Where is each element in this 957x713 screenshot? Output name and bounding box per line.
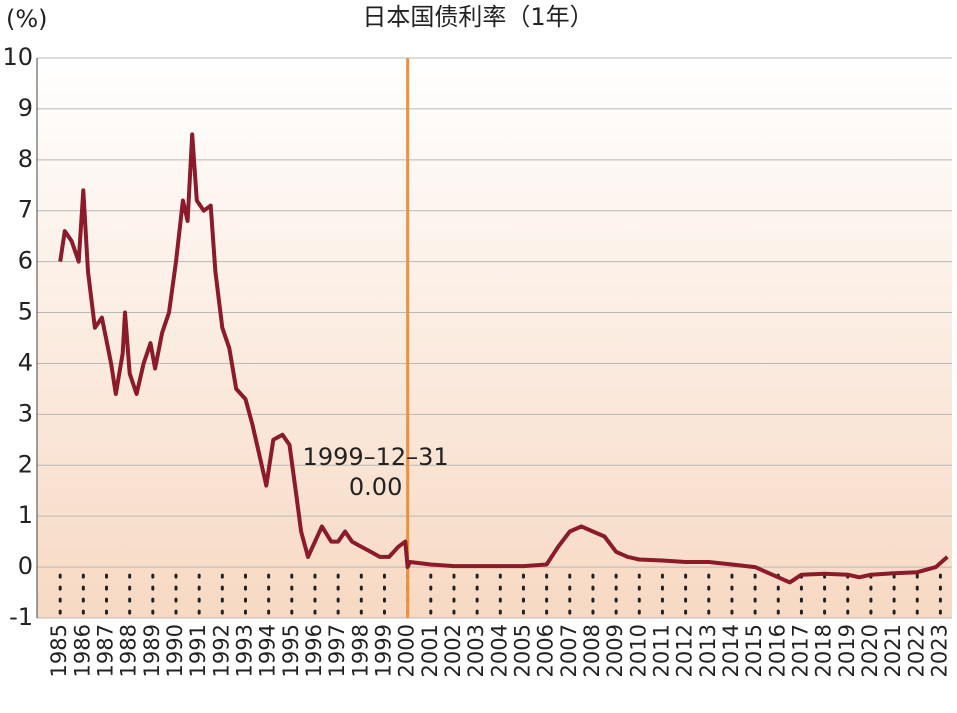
x-tick-label: 2005 (510, 624, 534, 677)
x-tick-label: 2006 (534, 624, 558, 677)
x-tick-label: 2017 (788, 624, 812, 677)
x-tick-label: 1988 (117, 624, 141, 677)
x-tick-label: 2012 (673, 624, 697, 677)
x-tick-label: 1991 (186, 624, 210, 677)
x-tick-label: 2001 (418, 624, 442, 677)
x-tick-label: 1992 (209, 624, 233, 677)
y-tick-label: 3 (18, 399, 33, 427)
x-tick-label: 2019 (835, 624, 859, 677)
x-tick-label: 2010 (626, 624, 650, 677)
x-tick-label: 2009 (603, 624, 627, 677)
x-tick-label: 2000 (395, 624, 419, 677)
x-tick-label: 2015 (742, 624, 766, 677)
x-tick-label: 1996 (302, 624, 326, 677)
x-tick-label: 1999 (371, 624, 395, 677)
annotation-value: 0.00 (349, 473, 402, 501)
plot-area (37, 58, 952, 618)
x-tick-label: 1995 (279, 624, 303, 677)
x-tick-label: 2007 (557, 624, 581, 677)
x-tick-label: 1998 (348, 624, 372, 677)
y-tick-label: 1 (18, 501, 33, 529)
y-tick-label: -1 (9, 603, 33, 631)
y-tick-label: 9 (18, 94, 33, 122)
y-tick-label: 4 (18, 348, 33, 376)
x-tick-label: 2003 (464, 624, 488, 677)
x-tick-label: 1985 (47, 624, 71, 677)
y-tick-label: 0 (18, 552, 33, 580)
data-line (58, 132, 949, 585)
x-tick-label: 1989 (140, 624, 164, 677)
x-tick-label: 2011 (649, 624, 673, 677)
y-tick-label: 5 (18, 298, 33, 326)
x-tick-label: 2023 (927, 624, 951, 677)
x-tick-label: 2016 (765, 624, 789, 677)
x-tick-label: 2013 (696, 624, 720, 677)
y-tick-label: 10 (2, 43, 33, 71)
x-tick-label: 2020 (858, 624, 882, 677)
x-tick-label: 2002 (441, 624, 465, 677)
y-tick-label: 7 (18, 196, 33, 224)
x-tick-label: 2021 (881, 624, 905, 677)
x-tick-label: 2018 (812, 624, 836, 677)
annotation-label: 1999–12–31 (303, 443, 449, 471)
x-tick-label: 2022 (904, 624, 928, 677)
x-tick-label: 1987 (93, 624, 117, 677)
x-tick-label: 2004 (487, 624, 511, 677)
x-tick-label: 1990 (163, 624, 187, 677)
y-tick-label: 6 (18, 247, 33, 275)
x-tick-label: 2014 (719, 624, 743, 677)
y-axis-label: (%) (6, 5, 48, 33)
x-tick-label: 2008 (580, 624, 604, 677)
y-tick-label: 2 (18, 450, 33, 478)
x-tick-label: 1994 (256, 624, 280, 677)
x-tick-label: 1986 (70, 624, 94, 677)
x-tick-label: 1997 (325, 624, 349, 677)
chart-title: 日本国债利率（1年） (362, 3, 593, 31)
x-tick-label: 1993 (232, 624, 256, 677)
y-tick-label: 8 (18, 145, 33, 173)
